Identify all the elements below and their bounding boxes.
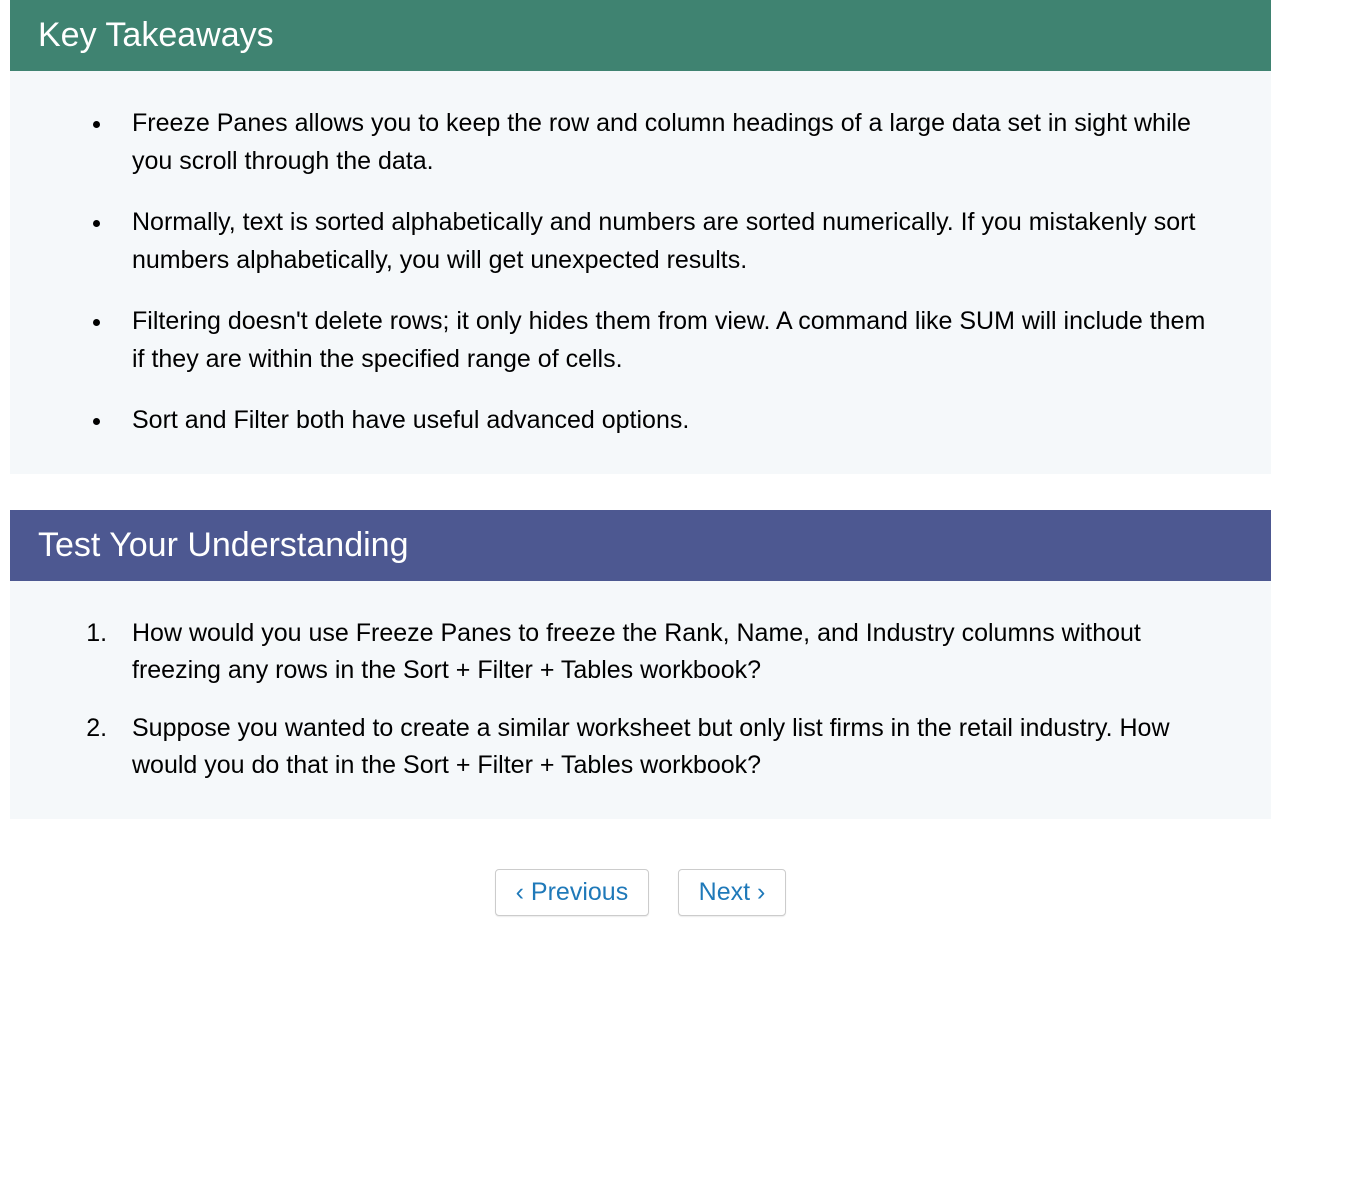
list-item: Suppose you wanted to create a similar w…: [114, 710, 1223, 785]
list-item: Filtering doesn't delete rows; it only h…: [114, 303, 1223, 378]
test-understanding-list: How would you use Freeze Panes to freeze…: [58, 615, 1223, 785]
test-understanding-box: Test Your Understanding How would you us…: [10, 510, 1271, 819]
key-takeaways-heading: Key Takeaways: [10, 0, 1271, 71]
next-button[interactable]: Next ›: [678, 869, 787, 916]
test-understanding-heading: Test Your Understanding: [10, 510, 1271, 581]
list-item: Normally, text is sorted alphabetically …: [114, 204, 1223, 279]
test-understanding-body: How would you use Freeze Panes to freeze…: [10, 581, 1271, 819]
previous-button[interactable]: ‹ Previous: [495, 869, 650, 916]
list-item: Sort and Filter both have useful advance…: [114, 402, 1223, 440]
key-takeaways-body: Freeze Panes allows you to keep the row …: [10, 71, 1271, 474]
key-takeaways-list: Freeze Panes allows you to keep the row …: [58, 105, 1223, 440]
key-takeaways-box: Key Takeaways Freeze Panes allows you to…: [10, 0, 1271, 474]
nav-buttons: ‹ Previous Next ›: [10, 869, 1271, 916]
list-item: How would you use Freeze Panes to freeze…: [114, 615, 1223, 690]
list-item: Freeze Panes allows you to keep the row …: [114, 105, 1223, 180]
